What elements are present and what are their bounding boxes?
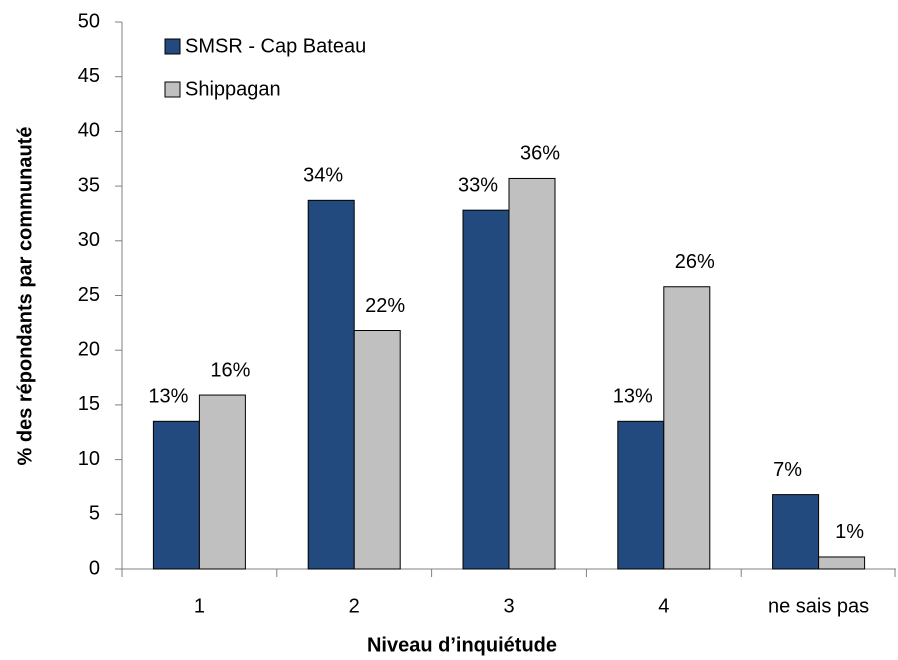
bar bbox=[663, 286, 711, 570]
legend-label: Shippagan bbox=[185, 78, 281, 100]
data-label: 16% bbox=[210, 359, 250, 381]
data-label: 34% bbox=[303, 165, 343, 187]
bar bbox=[152, 420, 200, 570]
y-tick-label: 40 bbox=[78, 120, 100, 142]
data-label: 26% bbox=[675, 251, 715, 273]
data-label: 13% bbox=[148, 386, 188, 408]
bar bbox=[307, 199, 355, 570]
y-tick-label: 20 bbox=[78, 338, 100, 360]
x-tick-label: ne sais pas bbox=[768, 595, 869, 617]
y-tick-label: 35 bbox=[78, 174, 100, 196]
data-label: 33% bbox=[458, 174, 498, 196]
data-label: 13% bbox=[613, 386, 653, 408]
x-tick-label: 1 bbox=[194, 595, 205, 617]
y-tick-label: 25 bbox=[78, 284, 100, 306]
bar bbox=[353, 330, 401, 570]
x-tick-label: 3 bbox=[503, 595, 514, 617]
y-tick-label: 10 bbox=[78, 448, 100, 470]
y-tick-label: 50 bbox=[78, 10, 100, 32]
legend-swatch bbox=[164, 38, 181, 55]
bar bbox=[772, 494, 820, 570]
legend-swatch bbox=[164, 81, 181, 98]
bar bbox=[508, 177, 556, 570]
data-label: 22% bbox=[365, 295, 405, 317]
bar bbox=[462, 209, 510, 570]
y-tick-label: 5 bbox=[89, 503, 100, 525]
x-tick-label: 4 bbox=[658, 595, 669, 617]
x-axis-label: Niveau d’inquiétude bbox=[367, 634, 557, 656]
data-label: 36% bbox=[520, 143, 560, 165]
bar bbox=[198, 394, 246, 570]
y-tick-label: 0 bbox=[89, 557, 100, 579]
y-tick-label: 30 bbox=[78, 229, 100, 251]
legend-label: SMSR - Cap Bateau bbox=[185, 35, 366, 57]
x-tick-label: 2 bbox=[349, 595, 360, 617]
y-tick-label: 15 bbox=[78, 393, 100, 415]
data-label: 7% bbox=[773, 459, 802, 481]
data-label: 1% bbox=[835, 521, 864, 543]
bar bbox=[818, 556, 866, 570]
y-tick-label: 45 bbox=[78, 65, 100, 87]
bar bbox=[617, 420, 665, 570]
y-axis-label: % des répondants par communauté bbox=[14, 127, 36, 466]
